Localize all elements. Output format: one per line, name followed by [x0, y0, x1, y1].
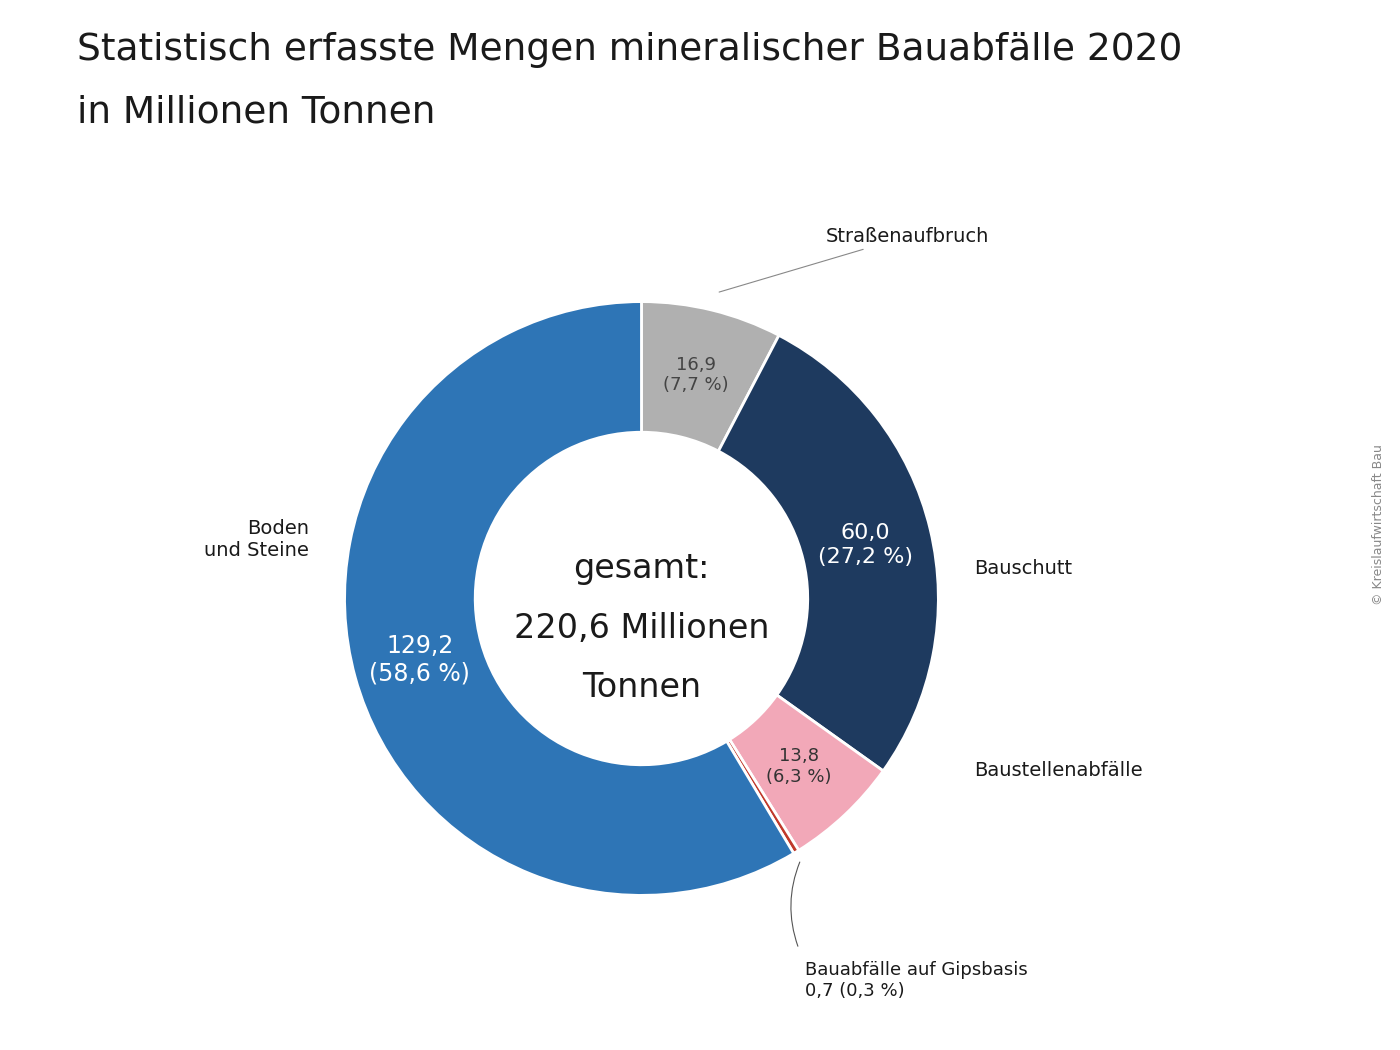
Wedge shape	[727, 739, 799, 854]
Text: Tonnen: Tonnen	[582, 671, 701, 705]
Wedge shape	[718, 335, 938, 771]
Text: Baustellenabfälle: Baustellenabfälle	[974, 761, 1142, 780]
Text: 13,8
(6,3 %): 13,8 (6,3 %)	[766, 747, 832, 785]
Text: Boden
und Steine: Boden und Steine	[204, 519, 309, 560]
Text: 220,6 Millionen: 220,6 Millionen	[514, 612, 769, 645]
Wedge shape	[729, 695, 883, 850]
Text: 60,0
(27,2 %): 60,0 (27,2 %)	[818, 523, 913, 567]
Text: gesamt:: gesamt:	[573, 552, 710, 585]
Text: Straßenaufbruch: Straßenaufbruch	[720, 227, 988, 292]
Text: Bauabfälle auf Gipsbasis
0,7 (0,3 %): Bauabfälle auf Gipsbasis 0,7 (0,3 %)	[805, 961, 1028, 1000]
Text: © Kreislaufwirtschaft Bau: © Kreislaufwirtschaft Bau	[1372, 444, 1386, 606]
Text: 16,9
(7,7 %): 16,9 (7,7 %)	[664, 356, 729, 395]
Wedge shape	[641, 301, 778, 452]
Text: Bauschutt: Bauschutt	[974, 560, 1072, 579]
Text: in Millionen Tonnen: in Millionen Tonnen	[77, 94, 435, 130]
Text: Statistisch erfasste Mengen mineralischer Bauabfälle 2020: Statistisch erfasste Mengen mineralische…	[77, 32, 1183, 67]
Wedge shape	[344, 301, 794, 896]
Text: 129,2
(58,6 %): 129,2 (58,6 %)	[370, 634, 470, 686]
